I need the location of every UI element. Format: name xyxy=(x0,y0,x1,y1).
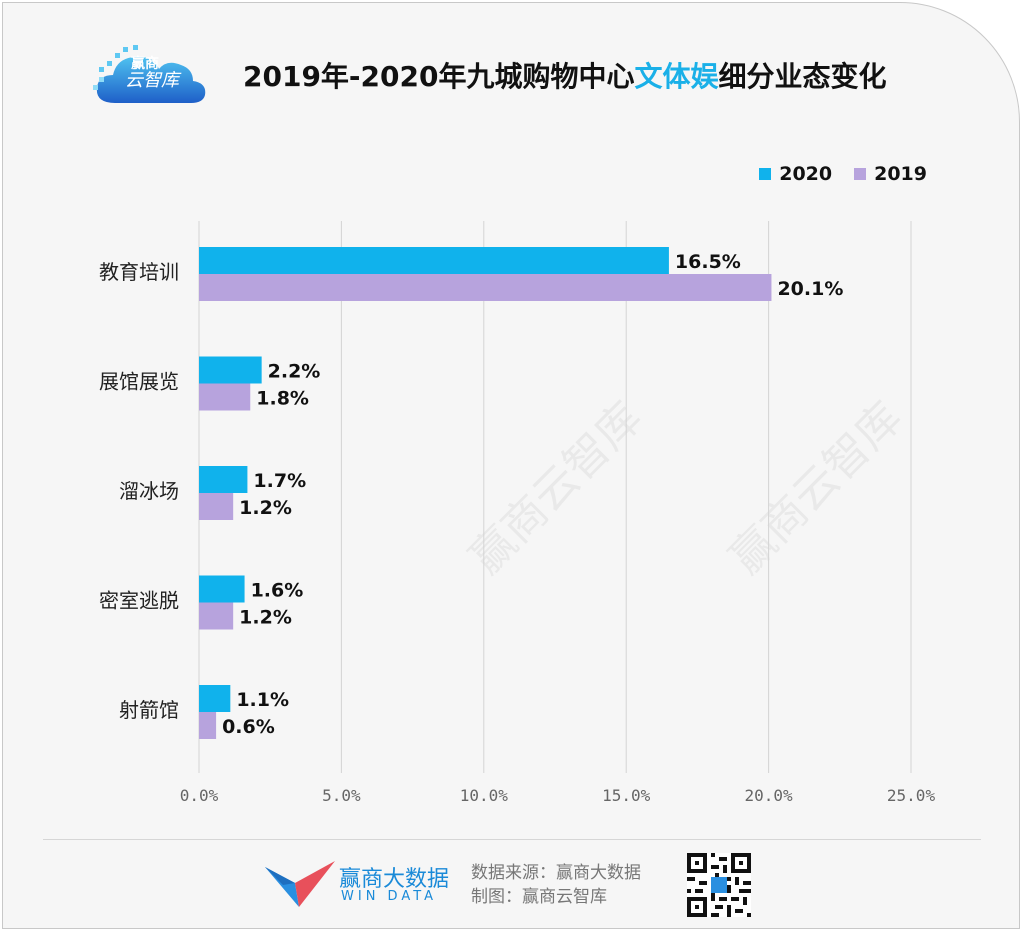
chart-title: 2019年-2020年九城购物中心文体娱细分业态变化 xyxy=(243,55,887,95)
legend-swatch-2020 xyxy=(759,168,772,180)
data-label: 1.2% xyxy=(239,607,292,629)
logo-text-top: 赢商 xyxy=(131,56,159,72)
legend-label-2020: 2020 xyxy=(779,163,833,185)
bar-2019 xyxy=(199,712,217,739)
brand-name-en: WIN DATA xyxy=(341,889,438,904)
legend-item-2019: 2019 xyxy=(854,163,927,185)
category-label: 溜冰场 xyxy=(119,479,179,503)
bar-2019 xyxy=(199,383,251,411)
bar-2020 xyxy=(199,575,245,603)
data-label: 1.7% xyxy=(253,470,306,492)
data-label: 1.2% xyxy=(239,497,292,519)
bar-2020 xyxy=(199,466,248,493)
bar-2019 xyxy=(199,493,234,520)
data-label: 0.6% xyxy=(222,716,275,738)
data-label: 1.8% xyxy=(256,388,309,410)
x-tick-label: 0.0% xyxy=(180,786,219,805)
category-label: 射箭馆 xyxy=(119,698,179,722)
logo-text-bottom: 云智库 xyxy=(125,69,179,91)
bar-2019 xyxy=(199,274,772,301)
legend-label-2019: 2019 xyxy=(874,163,927,185)
x-tick-label: 5.0% xyxy=(322,786,361,805)
category-label: 展馆展览 xyxy=(99,370,179,394)
legend-item-2020: 2020 xyxy=(759,163,832,185)
data-label: 2.2% xyxy=(268,361,321,383)
footer-divider xyxy=(43,839,981,840)
windata-logo-icon xyxy=(265,861,335,907)
windata-brand: 赢商大数据 WIN DATA xyxy=(265,861,465,911)
title-part1: 2019年-2020年九城购物中心 xyxy=(243,60,635,93)
bar-2020 xyxy=(199,247,669,274)
legend: 2020 2019 xyxy=(759,163,927,185)
credit-line: 制图：赢商云智库 xyxy=(471,887,607,907)
x-tick-label: 20.0% xyxy=(745,786,794,805)
bar-2020 xyxy=(199,356,262,384)
x-tick-label: 10.0% xyxy=(460,786,509,805)
category-label: 密室逃脱 xyxy=(99,589,179,613)
data-label: 16.5% xyxy=(675,251,741,273)
data-label: 20.1% xyxy=(777,278,843,300)
yingshang-cloud-logo: 赢商 云智库 xyxy=(93,43,209,107)
data-label: 1.1% xyxy=(236,689,289,711)
x-tick-label: 25.0% xyxy=(887,786,936,805)
bar-chart: 0.0% 5.0% 10.0% 15.0% 20.0% 25.0% 教育培训 16.5% 20.… xyxy=(99,221,936,805)
data-label: 1.6% xyxy=(251,580,304,602)
category-label: 教育培训 xyxy=(99,260,179,284)
cloud-icon xyxy=(93,45,206,103)
legend-swatch-2019 xyxy=(854,168,867,180)
bar-2019 xyxy=(199,602,234,630)
title-part2: 细分业态变化 xyxy=(718,60,887,93)
title-highlight: 文体娱 xyxy=(634,60,719,93)
x-tick-label: 15.0% xyxy=(602,786,651,805)
brand-name-cn: 赢商大数据 xyxy=(339,867,450,892)
source-line: 数据来源：赢商大数据 xyxy=(471,863,641,883)
bar-2020 xyxy=(199,685,231,712)
qr-code-icon xyxy=(687,853,751,917)
source-info: 数据来源：赢商大数据 制图：赢商云智库 xyxy=(471,861,641,909)
